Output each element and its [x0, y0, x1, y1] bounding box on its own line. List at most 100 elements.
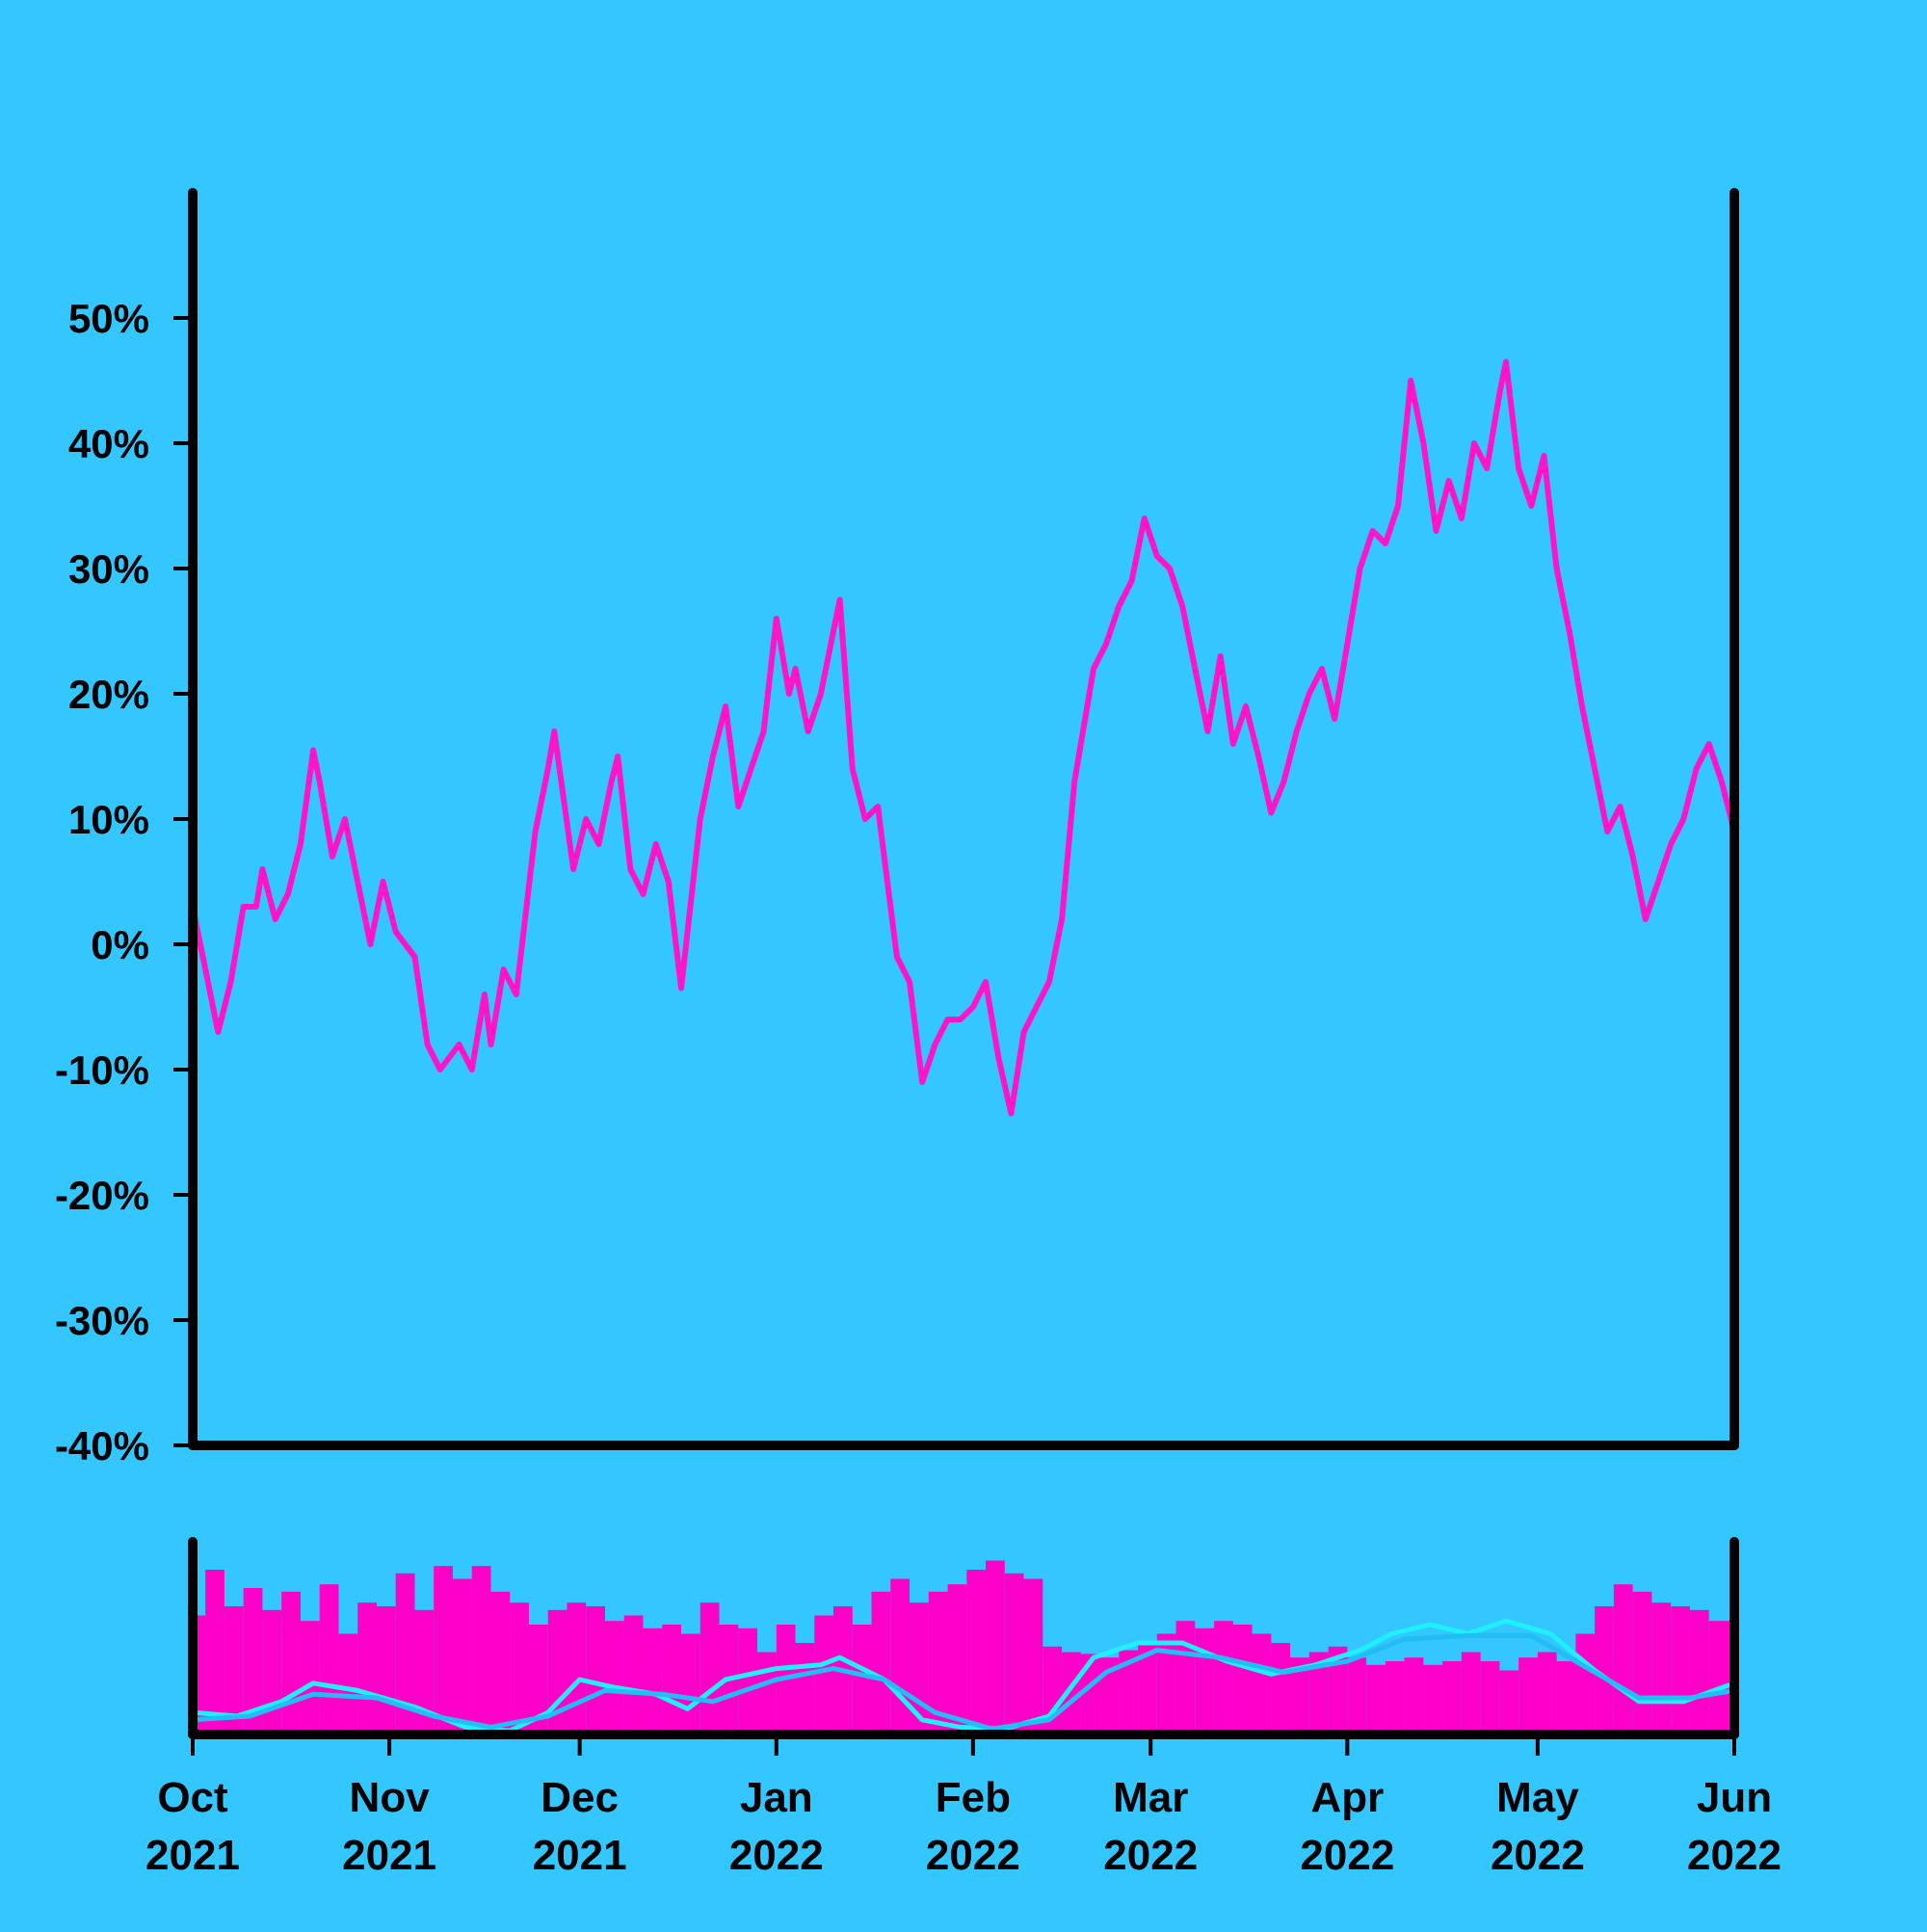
- volume-bar: [376, 1606, 396, 1734]
- volume-bar: [452, 1578, 472, 1734]
- volume-bar: [757, 1652, 777, 1734]
- volume-bar: [1518, 1657, 1538, 1734]
- volume-bar: [1308, 1652, 1329, 1734]
- volume-bar: [490, 1591, 511, 1734]
- volume-bar: [814, 1615, 834, 1734]
- y-tick-label: -20%: [55, 1173, 149, 1218]
- moving-average-line-2: [192, 1632, 1735, 1732]
- volume-bar: [1290, 1657, 1309, 1734]
- x-tick-label-month: Apr: [1310, 1774, 1384, 1821]
- price-line: [190, 358, 1737, 1117]
- moving-average-lines: [192, 1618, 1735, 1734]
- x-tick-label-month: Oct: [157, 1774, 228, 1821]
- x-tick-label-year: 2022: [1300, 1832, 1394, 1879]
- x-tick-label-year: 2022: [1103, 1832, 1198, 1879]
- x-axis-ticks: Oct 2021 Nov 2021 Dec 2021 Jan 2022 Feb 2022 Mar 20…: [145, 1734, 1782, 1879]
- volume-bar: [205, 1570, 224, 1734]
- volume-bar: [471, 1566, 491, 1734]
- volume-bar: [1062, 1652, 1081, 1734]
- x-tick-label-year: 2021: [145, 1832, 240, 1879]
- y-tick-label: 0%: [91, 922, 149, 967]
- volume-bar: [586, 1606, 605, 1734]
- volume-bar: [1651, 1602, 1672, 1734]
- volume-bar: [1575, 1633, 1596, 1734]
- x-tick-label-month: May: [1496, 1774, 1579, 1821]
- volume-bar: [1347, 1657, 1367, 1734]
- volume-bar: [1671, 1606, 1690, 1734]
- volume-bar: [528, 1625, 548, 1734]
- volume-bar: [890, 1578, 911, 1734]
- x-tick-label-month: Feb: [936, 1774, 1011, 1821]
- y-tick-label: 20%: [68, 672, 149, 717]
- volume-bar: [1499, 1670, 1519, 1734]
- volume-bar: [434, 1566, 453, 1734]
- volume-bar: [1099, 1657, 1120, 1734]
- volume-bar: [1556, 1661, 1576, 1734]
- volume-bar: [1480, 1661, 1500, 1734]
- volume-bar: [1252, 1633, 1272, 1734]
- volume-bar: [1232, 1625, 1253, 1734]
- volume-bar: [1461, 1652, 1481, 1734]
- y-tick-label: 30%: [68, 546, 149, 592]
- x-tick-label-year: 2022: [1491, 1832, 1585, 1879]
- volume-bar: [966, 1570, 987, 1734]
- volume-bar: [1271, 1643, 1291, 1734]
- volume-bar: [395, 1573, 415, 1734]
- volume-bar: [262, 1609, 282, 1734]
- volume-bar: [1080, 1654, 1100, 1734]
- volume-bar: [1613, 1584, 1633, 1734]
- volume-bar: [1023, 1578, 1043, 1734]
- volume-bar: [414, 1609, 435, 1734]
- volume-bar: [547, 1609, 568, 1734]
- volume-bar: [852, 1625, 872, 1734]
- volume-bar: [281, 1591, 301, 1734]
- x-tick-label-month: Mar: [1113, 1774, 1188, 1821]
- volume-bar: [738, 1628, 758, 1734]
- x-tick-label-year: 2021: [533, 1832, 627, 1879]
- volume-bar: [338, 1633, 358, 1734]
- volume-bar: [1423, 1664, 1443, 1734]
- price-plot: [190, 358, 1737, 1117]
- volume-bar: [643, 1628, 663, 1734]
- volume-bar: [1138, 1643, 1157, 1734]
- x-tick-label-month: Dec: [541, 1774, 619, 1821]
- volume-bar: [567, 1602, 587, 1734]
- volume-bar: [1442, 1661, 1462, 1734]
- volume-bar: [1214, 1621, 1233, 1734]
- volume-bar: [795, 1643, 815, 1734]
- x-tick-label-year: 2022: [1687, 1832, 1782, 1879]
- volume-bar: [604, 1621, 624, 1734]
- volume-bar: [1385, 1661, 1405, 1734]
- volume-bar: [1156, 1633, 1176, 1734]
- volume-bar: [1004, 1573, 1024, 1734]
- volume-bar: [1366, 1664, 1386, 1734]
- volume-bar: [986, 1560, 1005, 1734]
- x-tick-label-month: Jan: [740, 1774, 813, 1821]
- y-tick-label: 40%: [68, 421, 149, 466]
- moving-average-line-1: [192, 1618, 1735, 1734]
- y-tick-label: -30%: [55, 1298, 149, 1343]
- x-tick-label-year: 2022: [926, 1832, 1020, 1879]
- y-tick-label: -40%: [55, 1423, 149, 1469]
- volume-bar: [319, 1584, 339, 1734]
- volume-bar: [1537, 1652, 1557, 1734]
- volume-bar: [1632, 1591, 1652, 1734]
- volume-bar: [243, 1588, 263, 1734]
- volume-bar: [1404, 1657, 1424, 1734]
- volume-bar: [623, 1615, 644, 1734]
- volume-bar: [928, 1591, 948, 1734]
- y-axis-ticks: 50% 40% 30% 20% 10% 0% -10% -20% -30% -40%: [55, 296, 193, 1469]
- x-tick-label-month: Jun: [1697, 1774, 1772, 1821]
- y-tick-label: 10%: [68, 797, 149, 842]
- volume-bar: [1119, 1650, 1139, 1734]
- volume-bar: [300, 1621, 320, 1734]
- volume-bar: [871, 1591, 891, 1734]
- volume-bar: [1175, 1621, 1196, 1734]
- volume-bar: [224, 1606, 244, 1734]
- volume-bar: [700, 1602, 720, 1734]
- volume-bar: [1328, 1646, 1348, 1734]
- volume-bar: [1195, 1628, 1215, 1734]
- x-tick-label-month: Nov: [350, 1774, 431, 1821]
- y-tick-label: 50%: [68, 296, 149, 341]
